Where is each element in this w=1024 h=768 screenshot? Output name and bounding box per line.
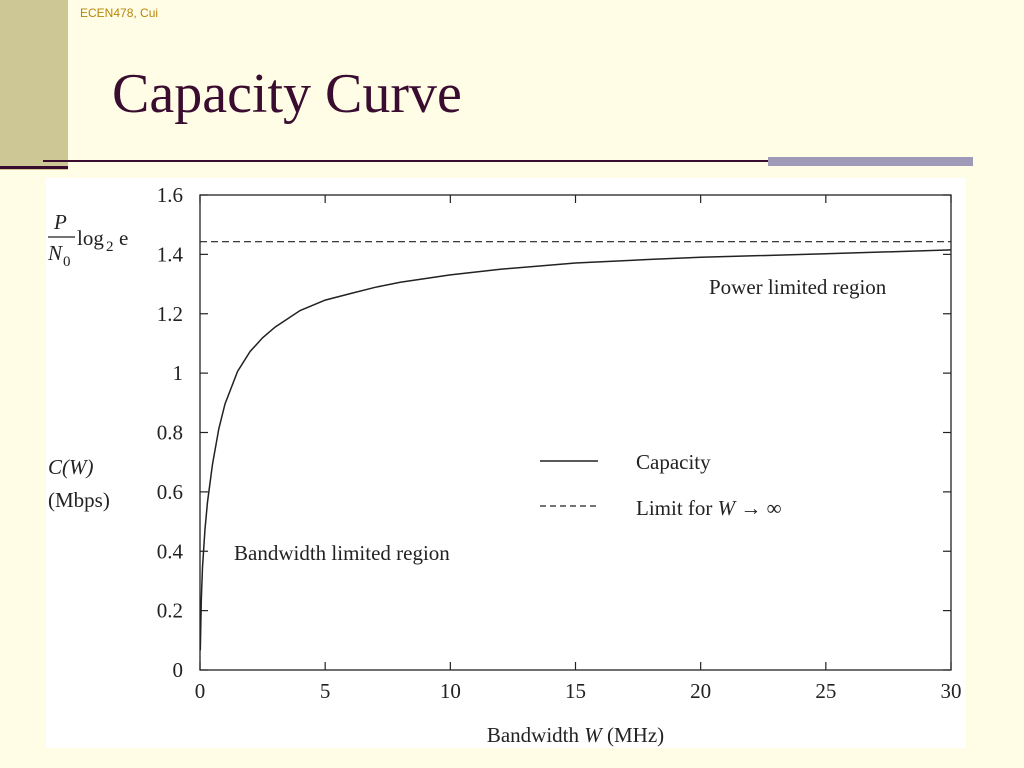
y-tick-label: 0.4: [157, 539, 184, 563]
x-tick-label: 25: [815, 679, 836, 703]
x-tick-label: 20: [690, 679, 711, 703]
chart-panel: 0 5 10 15 20 25 30 0 0.2 0.4 0.6 0.8 1 1.2 1.4 1.6 C(W…: [46, 178, 966, 748]
limit-value-label: P N 0 log 2 e: [47, 210, 128, 270]
x-axis-label: Bandwidth W (MHz): [487, 723, 664, 747]
capacity-chart: 0 5 10 15 20 25 30 00.20.40.60.811.21.41.6 C(W…: [47, 183, 962, 747]
y-tick-label: 0.8: [157, 421, 183, 445]
legend-label-limit: Limit for W → ∞: [636, 496, 782, 520]
title-divider: [43, 160, 973, 162]
sidebar-decoration: [0, 0, 68, 170]
x-tick-label: 10: [440, 679, 461, 703]
x-tick-labels: 0 5 10 15 20 25 30: [195, 679, 962, 703]
y-tick-label: 0.6: [157, 480, 183, 504]
y-tick-label: 1.2: [157, 302, 183, 326]
y-tick-labels: 0 0.2 0.4 0.6 0.8 1 1.2 1.4 1.6: [157, 183, 184, 682]
legend-label-limit-variable: W: [718, 496, 738, 520]
title-divider-accent-right: [768, 157, 973, 166]
x-tick-label: 15: [565, 679, 586, 703]
limit-label-log-base: 2: [106, 239, 114, 255]
legend-label-limit-prefix: Limit for: [636, 496, 718, 520]
y-tick-label: 1.4: [157, 242, 184, 266]
legend: Capacity Limit for W → ∞: [540, 450, 782, 520]
slide-title: Capacity Curve: [112, 63, 462, 125]
limit-label-log: log: [77, 226, 104, 250]
x-tick-label: 5: [320, 679, 331, 703]
slide-footer: ECEN478, Cui: [80, 6, 159, 20]
x-tick-label: 0: [195, 679, 206, 703]
limit-label-denominator: N: [47, 241, 63, 265]
power-limited-region-label: Power limited region: [709, 275, 887, 299]
x-axis-label-variable: W: [584, 723, 604, 747]
legend-label-limit-arrow: → ∞: [735, 496, 782, 520]
y-tick-label: 1: [173, 361, 184, 385]
legend-label-capacity: Capacity: [636, 450, 711, 474]
x-axis-label-prefix: Bandwidth: [487, 723, 584, 747]
tick-marks: [199, 194, 952, 671]
x-tick-label: 30: [941, 679, 962, 703]
y-axis-unit: (Mbps): [48, 488, 110, 512]
data-series: [199, 241, 952, 651]
capacity-curve: [199, 249, 952, 651]
bandwidth-limited-region-label: Bandwidth limited region: [234, 541, 450, 565]
limit-label-numerator: P: [53, 210, 67, 234]
limit-label-e: e: [119, 226, 128, 250]
y-tick-label: 0: [173, 658, 184, 682]
limit-label-denominator-subscript: 0: [63, 254, 71, 270]
plot-frame: [199, 194, 952, 671]
title-divider-accent-left: [0, 166, 68, 169]
y-tick-label: 0.2: [157, 599, 183, 623]
y-axis-label: C(W): [48, 455, 94, 479]
y-tick-label: 1.6: [157, 183, 183, 207]
x-axis-label-unit: (MHz): [602, 723, 664, 747]
